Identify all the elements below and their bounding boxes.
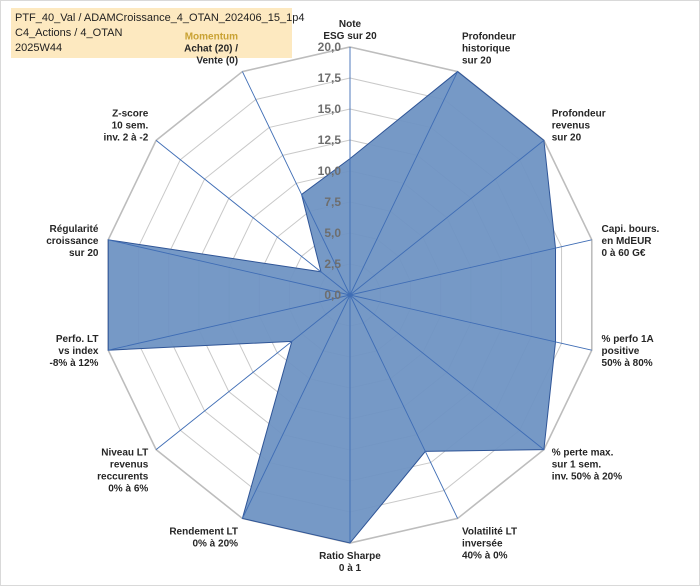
axis-label: Profondeur <box>462 32 516 43</box>
axis-label: revenus <box>110 460 149 471</box>
axis-spoke <box>349 140 545 296</box>
axis-label: sur 20 <box>69 248 99 259</box>
tick-label: 5,0 <box>324 226 341 240</box>
axis-spoke <box>155 294 351 450</box>
tick-label: 2,5 <box>324 257 341 271</box>
axis-label: inv. 2 à -2 <box>103 132 148 143</box>
axis-label: Perfo. LT <box>56 334 99 345</box>
axis-spoke <box>241 71 351 296</box>
title-line-3: 2025W44 <box>15 42 63 54</box>
axis-spoke <box>349 294 545 450</box>
tick-label: 17,5 <box>318 71 342 85</box>
axis-label: Vente (0) <box>196 56 238 67</box>
axis-label: sur 1 sem. <box>552 460 602 471</box>
axis-label: -8% à 12% <box>50 358 99 369</box>
axis-label: 0% à 20% <box>192 538 238 549</box>
axis-label: Capi. bours. <box>602 224 660 235</box>
axis-label: Achat (20) / <box>184 44 238 55</box>
axis-label: % perte max. <box>552 448 614 459</box>
axis-label: inversée <box>462 538 503 549</box>
axis-label: en MdEUR <box>602 236 653 247</box>
axis-label: vs index <box>58 346 98 357</box>
axis-label: 40% à 0% <box>462 550 508 561</box>
title-line-1: PTF_40_Val / ADAMCroissance_4_OTAN_20240… <box>15 12 305 24</box>
axis-label: Note <box>339 19 362 30</box>
axis-label: 0% à 6% <box>108 484 148 495</box>
axis-label: 50% à 80% <box>602 358 653 369</box>
axis-label: positive <box>602 346 640 357</box>
axis-label: Rendement LT <box>169 526 238 537</box>
axis-label: croissance <box>46 236 99 247</box>
axis-spoke <box>349 294 459 519</box>
axis-spoke <box>349 71 459 296</box>
title-line-2: C4_Actions / 4_OTAN <box>15 27 123 39</box>
tick-label: 12,5 <box>318 133 342 147</box>
axis-label: Régularité <box>50 224 99 235</box>
axis-label: 10 sem. <box>112 120 149 131</box>
tick-label: 10,0 <box>318 164 342 178</box>
chart-title-box: PTF_40_Val / ADAMCroissance_4_OTAN_20240… <box>11 8 304 58</box>
axis-label: % perfo 1A <box>602 334 654 345</box>
axis-label: inv. 50% à 20% <box>552 472 623 483</box>
tick-label: 20,0 <box>318 40 342 54</box>
tick-label: 0,0 <box>324 288 341 302</box>
axis-label: 0 à 60 G€ <box>602 248 646 259</box>
tick-label: 7,5 <box>324 195 341 209</box>
axis-label: Niveau LT <box>101 448 148 459</box>
axis-label: sur 20 <box>552 132 582 143</box>
axis-label: 0 à 1 <box>339 563 362 574</box>
axis-spoke <box>349 239 592 296</box>
axis-label: Z-score <box>112 108 149 119</box>
axis-label: reccurents <box>97 472 149 483</box>
axis-label: ESG sur 20 <box>323 31 377 42</box>
axis-label: sur 20 <box>462 56 492 67</box>
axis-spoke <box>349 294 592 351</box>
axis-spoke <box>155 140 351 296</box>
axis-label: Volatilité LT <box>462 526 517 537</box>
axis-spoke <box>108 239 351 296</box>
axis-label: Momentum <box>185 32 238 43</box>
axis-label: revenus <box>552 120 591 131</box>
axis-label: Profondeur <box>552 108 606 119</box>
tick-label: 15,0 <box>318 102 342 116</box>
axis-spoke <box>108 294 351 351</box>
axis-label: Ratio Sharpe <box>319 551 381 562</box>
axis-spoke <box>241 294 351 519</box>
axis-label: historique <box>462 44 511 55</box>
